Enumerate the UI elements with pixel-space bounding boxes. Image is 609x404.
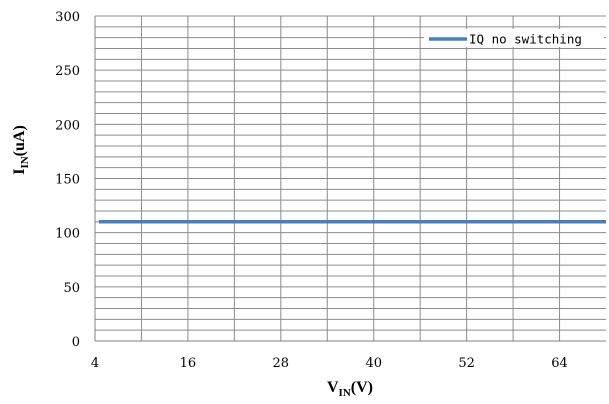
x-tick-label: 28 [273, 356, 290, 371]
y-tick-label: 0 [72, 335, 80, 350]
legend-label: IQ no switching [469, 32, 582, 47]
x-tick-label: 40 [365, 356, 382, 371]
legend-background [424, 29, 604, 47]
y-tick-label: 100 [55, 227, 80, 242]
x-tick-label: 4 [91, 356, 99, 371]
y-tick-label: 300 [55, 10, 80, 25]
y-tick-labels: 0 50 100 150 200 250 300 [55, 10, 80, 350]
y-tick-label: 50 [63, 281, 80, 296]
y-tick-label: 200 [55, 118, 80, 133]
y-tick-label: 150 [55, 173, 80, 188]
x-tick-labels: 4 16 28 40 52 64 [91, 356, 568, 371]
x-tick-label: 16 [180, 356, 197, 371]
y-axis-label: IIN(uA) [11, 125, 31, 175]
x-tick-label: 64 [551, 356, 568, 371]
y-tick-label: 250 [55, 64, 80, 79]
plot-frame [94, 15, 606, 342]
grid-lines [95, 16, 606, 341]
x-tick-label: 52 [458, 356, 475, 371]
legend: IQ no switching [424, 29, 604, 47]
x-axis-label: VIN(V) [327, 379, 373, 399]
